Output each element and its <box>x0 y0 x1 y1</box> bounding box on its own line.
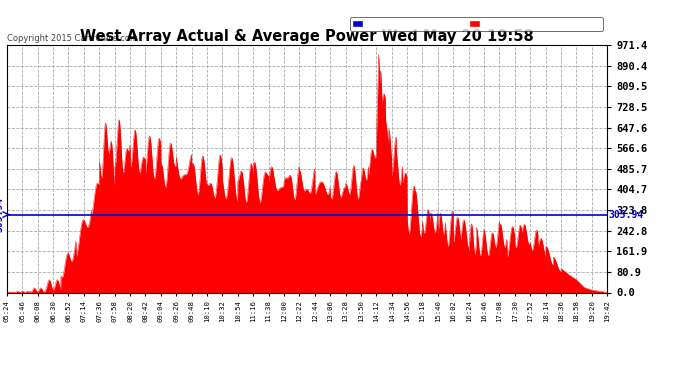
Legend: Average  (DC Watts), West Array  (DC Watts): Average (DC Watts), West Array (DC Watts… <box>350 17 602 31</box>
Text: Copyright 2015 Cartronics.com: Copyright 2015 Cartronics.com <box>7 33 138 42</box>
Text: 305.94: 305.94 <box>609 210 644 219</box>
Title: West Array Actual & Average Power Wed May 20 19:58: West Array Actual & Average Power Wed Ma… <box>80 29 534 44</box>
Text: 305.94: 305.94 <box>0 197 4 232</box>
